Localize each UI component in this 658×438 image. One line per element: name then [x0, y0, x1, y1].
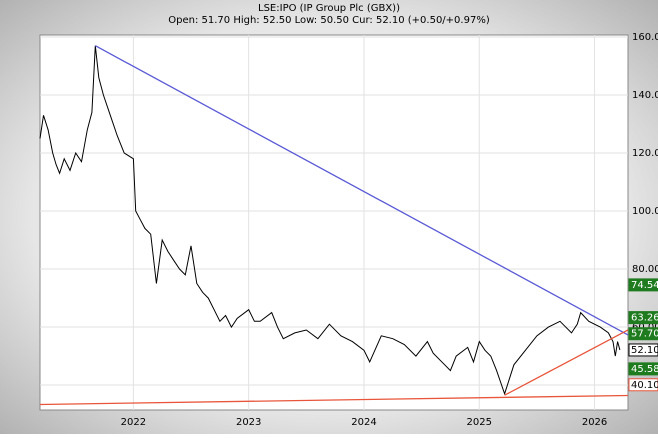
price-level-label: 52.10: [631, 345, 658, 356]
price-level-label: 63.26: [631, 313, 658, 324]
x-tick-label: 2026: [582, 417, 607, 428]
price-level-box: [628, 378, 658, 392]
price-level-box: [628, 362, 658, 376]
y-tick-label: 120.00: [632, 148, 658, 159]
trend-line: [504, 329, 629, 396]
x-tick-label: 2022: [121, 417, 146, 428]
x-tick-label: 2023: [236, 417, 261, 428]
price-level-label: 40.10: [631, 380, 658, 391]
x-tick-label: 2024: [351, 417, 376, 428]
chart-title: LSE:IPO (IP Group Plc (GBX)): [258, 3, 400, 14]
price-level-box: [628, 311, 658, 325]
y-tick-label: 160.00: [632, 32, 658, 43]
price-level-label: 45.58: [631, 364, 658, 375]
price-level-box: [628, 343, 658, 357]
price-level-label: 57.70: [631, 329, 658, 340]
trend-line: [39, 394, 629, 406]
chart-subtitle: Open: 51.70 High: 52.50 Low: 50.50 Cur: …: [168, 15, 490, 26]
price-level-label: 74.54: [631, 280, 658, 291]
y-tick-label: 100.00: [632, 206, 658, 217]
y-tick-label: 140.00: [632, 90, 658, 101]
price-level-box: [628, 327, 658, 341]
plot-area: [39, 34, 629, 411]
price-level-box: [628, 278, 658, 292]
y-tick-label: 80.00: [632, 264, 658, 275]
trend-line: [95, 45, 629, 336]
price-line: [39, 45, 621, 396]
x-tick-label: 2025: [467, 417, 492, 428]
